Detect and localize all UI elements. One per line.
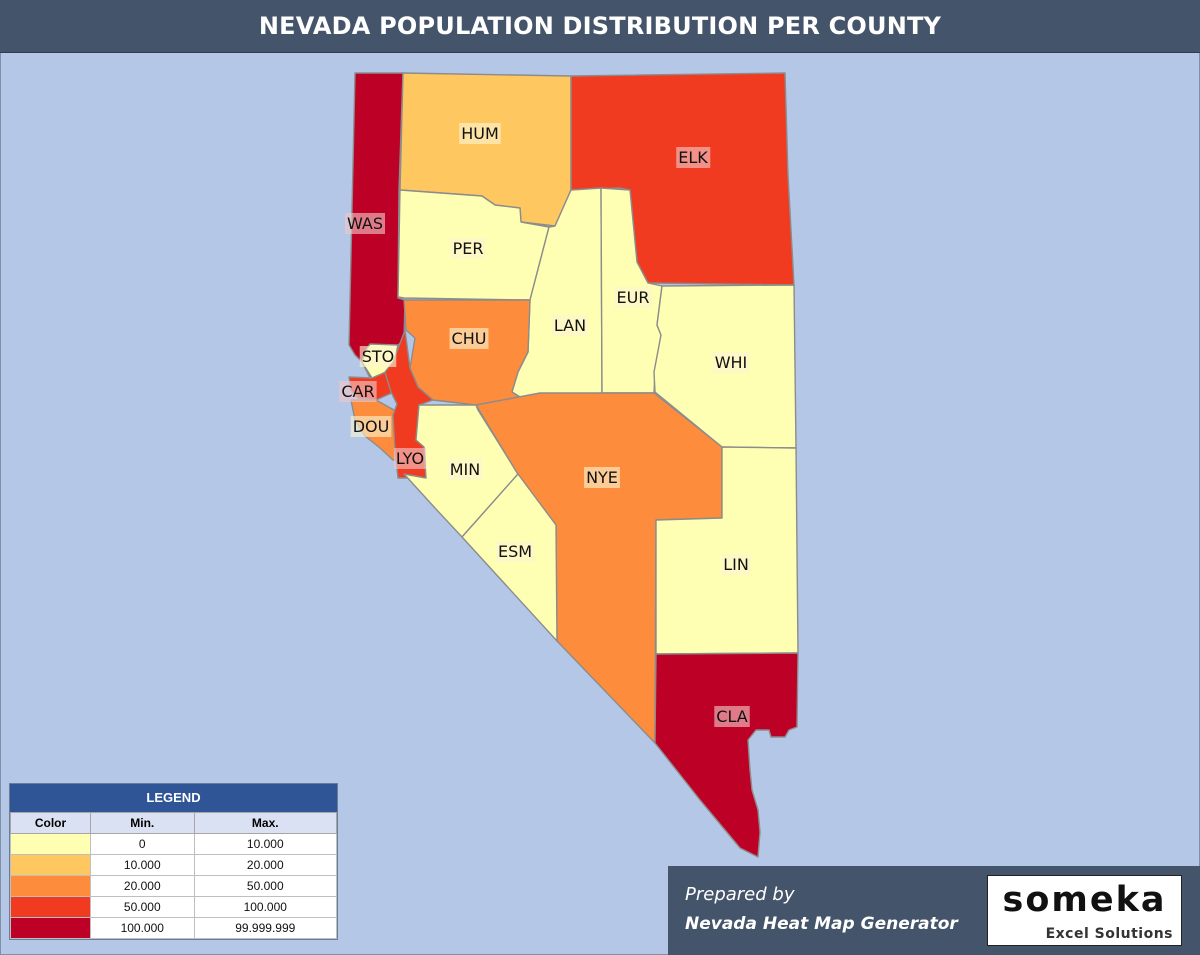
legend-swatch: [10, 917, 91, 939]
county-label-elk: ELK: [678, 148, 708, 167]
county-label-background: [495, 541, 535, 562]
legend-swatch: [10, 896, 91, 918]
county-label-background: [712, 352, 750, 373]
county-label-background: [339, 381, 377, 402]
county-label-eur: EUR: [617, 288, 650, 307]
legend-max-value: 20.000: [193, 854, 338, 876]
legend-max-value: 99.999.999: [193, 917, 338, 939]
legend-header-row: Color Min. Max.: [10, 812, 338, 834]
county-label-background: [721, 554, 751, 575]
legend-row: 0 10.000: [10, 833, 338, 855]
county-label-car: CAR: [341, 382, 374, 401]
legend-header-max: Max.: [193, 812, 338, 834]
county-label-background: [447, 459, 483, 480]
county-label-background: [459, 123, 501, 144]
county-label-was: WAS: [347, 214, 383, 233]
county-label-background: [449, 328, 489, 349]
county-label-lin: LIN: [723, 555, 749, 574]
legend-title: LEGEND: [10, 784, 337, 812]
legend-min-value: 50.000: [90, 896, 195, 918]
legend-swatch: [10, 833, 91, 855]
page-title: NEVADA POPULATION DISTRIBUTION PER COUNT…: [258, 12, 942, 40]
legend-swatch: [10, 854, 91, 876]
county-label-background: [614, 287, 652, 308]
county-label-sto: STO: [362, 347, 395, 366]
county-label-chu: CHU: [452, 329, 487, 348]
someka-logo[interactable]: someka Excel Solutions: [987, 875, 1182, 946]
legend-row: 50.000 100.000: [10, 896, 338, 918]
county-label-background: [350, 416, 392, 437]
county-label-whi: WHI: [715, 353, 748, 372]
county-label-cla: CLA: [716, 707, 747, 726]
legend-panel: LEGEND Color Min. Max. 0 10.000 10.000 2…: [9, 783, 338, 940]
county-label-background: [551, 315, 589, 336]
county-label-background: [676, 147, 711, 168]
legend-max-value: 100.000: [193, 896, 338, 918]
legend-row: 100.000 99.999.999: [10, 917, 338, 939]
legend-swatch: [10, 875, 91, 897]
county-label-background: [584, 467, 620, 488]
county-label-background: [359, 346, 397, 367]
county-label-background: [714, 706, 750, 727]
logo-subtitle: Excel Solutions: [1045, 926, 1173, 942]
legend-table: Color Min. Max. 0 10.000 10.000 20.000 2…: [10, 812, 338, 939]
county-label-lyo: LYO: [396, 449, 424, 468]
legend-min-value: 20.000: [90, 875, 195, 897]
generator-name: Nevada Heat Map Generator: [685, 914, 958, 934]
county-label-background: [450, 238, 486, 259]
legend-min-value: 10.000: [90, 854, 195, 876]
county-cla[interactable]: [654, 652, 799, 858]
legend-header-min: Min.: [90, 812, 195, 834]
county-label-min: MIN: [450, 460, 481, 479]
title-bar: NEVADA POPULATION DISTRIBUTION PER COUNT…: [0, 0, 1200, 53]
logo-brand-text: someka: [1002, 880, 1167, 920]
legend-min-value: 100.000: [90, 917, 195, 939]
county-label-background: [393, 448, 427, 469]
legend-header-color: Color: [10, 812, 91, 834]
prepared-by-text: Prepared by: [685, 884, 795, 905]
county-chu[interactable]: [403, 299, 531, 406]
county-label-background: [344, 213, 386, 234]
legend-row: 10.000 20.000: [10, 854, 338, 876]
county-label-hum: HUM: [461, 124, 499, 143]
legend-max-value: 50.000: [193, 875, 338, 897]
legend-row: 20.000 50.000: [10, 875, 338, 897]
county-label-per: PER: [453, 239, 484, 258]
legend-max-value: 10.000: [193, 833, 338, 855]
county-label-lan: LAN: [554, 316, 586, 335]
credit-banner: Prepared by Nevada Heat Map Generator so…: [668, 866, 1200, 955]
county-label-esm: ESM: [498, 542, 532, 561]
county-label-dou: DOU: [353, 417, 390, 436]
county-label-nye: NYE: [586, 468, 618, 487]
legend-min-value: 0: [90, 833, 195, 855]
